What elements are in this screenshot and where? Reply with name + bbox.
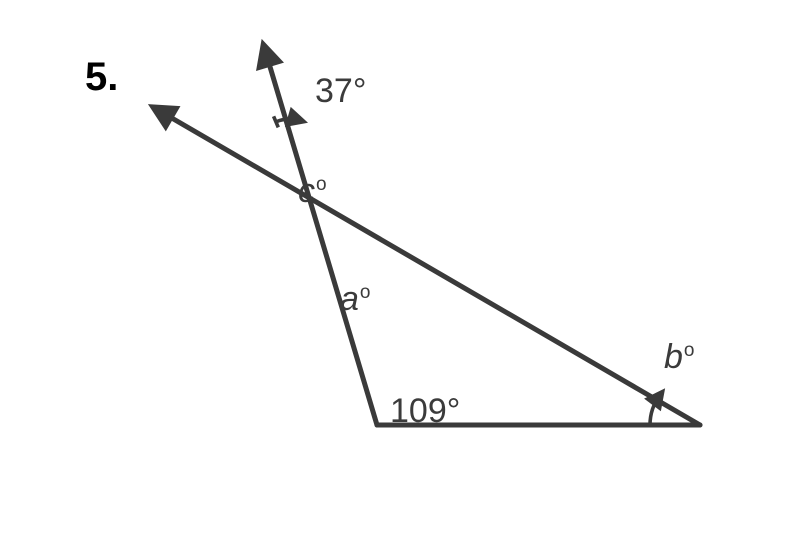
angle-label-a: ao	[340, 280, 371, 319]
geometry-diagram	[0, 0, 800, 540]
angle-label-109: 109°	[390, 392, 460, 431]
angle-label-37: 37°	[315, 72, 366, 111]
angle-label-b: bo	[664, 338, 695, 377]
diagram-lines	[158, 50, 700, 425]
angle-label-c: co	[298, 172, 327, 211]
